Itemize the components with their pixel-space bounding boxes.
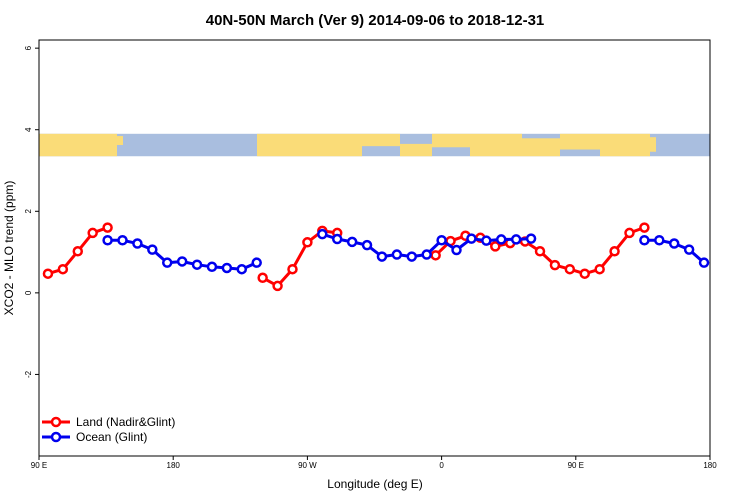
map-land <box>470 133 522 157</box>
y-axis: -2 0 2 4 6 <box>24 45 39 378</box>
map-land <box>650 137 656 152</box>
data-point <box>624 227 635 239</box>
x-axis-label: Longitude (deg E) <box>327 477 422 491</box>
data-point <box>639 235 650 246</box>
data-point <box>221 262 233 274</box>
map-land <box>560 133 600 150</box>
y-tick-label: 0 <box>24 290 33 295</box>
map-land <box>257 133 362 157</box>
data-point <box>421 249 432 260</box>
data-point <box>72 246 84 257</box>
y-tick-label: 2 <box>24 209 33 214</box>
data-point <box>406 251 418 262</box>
legend-land-label: Land (Nadir&Glint) <box>76 415 175 429</box>
data-point <box>287 263 298 275</box>
data-point <box>361 239 373 251</box>
data-point <box>430 250 441 261</box>
data-point <box>331 233 343 245</box>
x-tick-label: 90 E <box>568 461 584 470</box>
data-point <box>564 263 576 275</box>
legend-ocean-label: Ocean (Glint) <box>76 430 147 444</box>
data-point <box>668 238 680 249</box>
data-point <box>191 259 203 270</box>
data-point <box>534 246 546 257</box>
data-point <box>436 235 447 246</box>
data-point <box>102 222 113 233</box>
x-tick-label: 90 W <box>298 461 317 470</box>
y-axis-label: XCO2 - MLO trend (ppm) <box>2 181 16 316</box>
data-point <box>272 280 283 292</box>
data-point <box>102 235 113 246</box>
data-point <box>495 234 507 245</box>
world-map-band <box>39 133 710 157</box>
data-point <box>579 268 590 279</box>
data-point <box>117 235 128 246</box>
data-point <box>525 233 537 244</box>
map-land <box>522 138 560 157</box>
series-layer <box>42 222 710 292</box>
data-point <box>302 237 313 248</box>
map-land <box>117 136 123 146</box>
y-tick-label: 6 <box>24 45 33 50</box>
data-point <box>609 246 620 257</box>
x-tick-label: 0 <box>439 461 444 470</box>
data-point <box>549 259 561 271</box>
map-land <box>400 143 432 157</box>
map-land <box>600 133 650 157</box>
x-tick-label: 180 <box>167 461 181 470</box>
legend-land-marker <box>50 416 62 428</box>
data-point <box>42 268 54 279</box>
x-tick-label: 180 <box>703 461 717 470</box>
data-point <box>206 261 218 273</box>
data-point <box>147 244 158 255</box>
legend: Land (Nadir&Glint) Ocean (Glint) <box>42 415 175 444</box>
data-point <box>161 257 173 268</box>
data-point <box>236 263 248 275</box>
data-point <box>346 236 358 248</box>
data-point <box>391 249 403 260</box>
series-line <box>261 229 338 288</box>
y-tick-label: -2 <box>24 370 33 378</box>
x-axis: 90 E 180 90 W 0 90 E 180 <box>31 456 717 470</box>
data-point <box>251 257 262 268</box>
data-point <box>176 256 188 267</box>
data-point <box>698 257 710 268</box>
series-ocean <box>102 228 710 275</box>
data-point <box>466 233 477 244</box>
chart-title: 40N-50N March (Ver 9) 2014-09-06 to 2018… <box>206 12 545 29</box>
data-point <box>490 241 501 252</box>
legend-ocean-marker <box>50 431 62 443</box>
data-point <box>683 244 695 255</box>
data-point <box>317 228 328 240</box>
plot-frame <box>38 39 711 457</box>
series-land <box>42 222 650 292</box>
data-point <box>376 251 388 262</box>
data-point <box>639 222 650 233</box>
map-land <box>39 133 117 157</box>
y-tick-label: 4 <box>24 127 33 132</box>
data-point <box>87 227 98 239</box>
data-point <box>481 235 492 246</box>
data-point <box>594 263 605 275</box>
x-tick-label: 90 E <box>31 461 47 470</box>
data-point <box>451 244 462 256</box>
data-point <box>654 235 665 246</box>
data-point <box>132 238 143 249</box>
map-land <box>362 133 400 147</box>
map-land <box>432 133 470 148</box>
data-point <box>57 263 69 275</box>
data-point <box>257 272 268 284</box>
data-point <box>510 234 522 245</box>
